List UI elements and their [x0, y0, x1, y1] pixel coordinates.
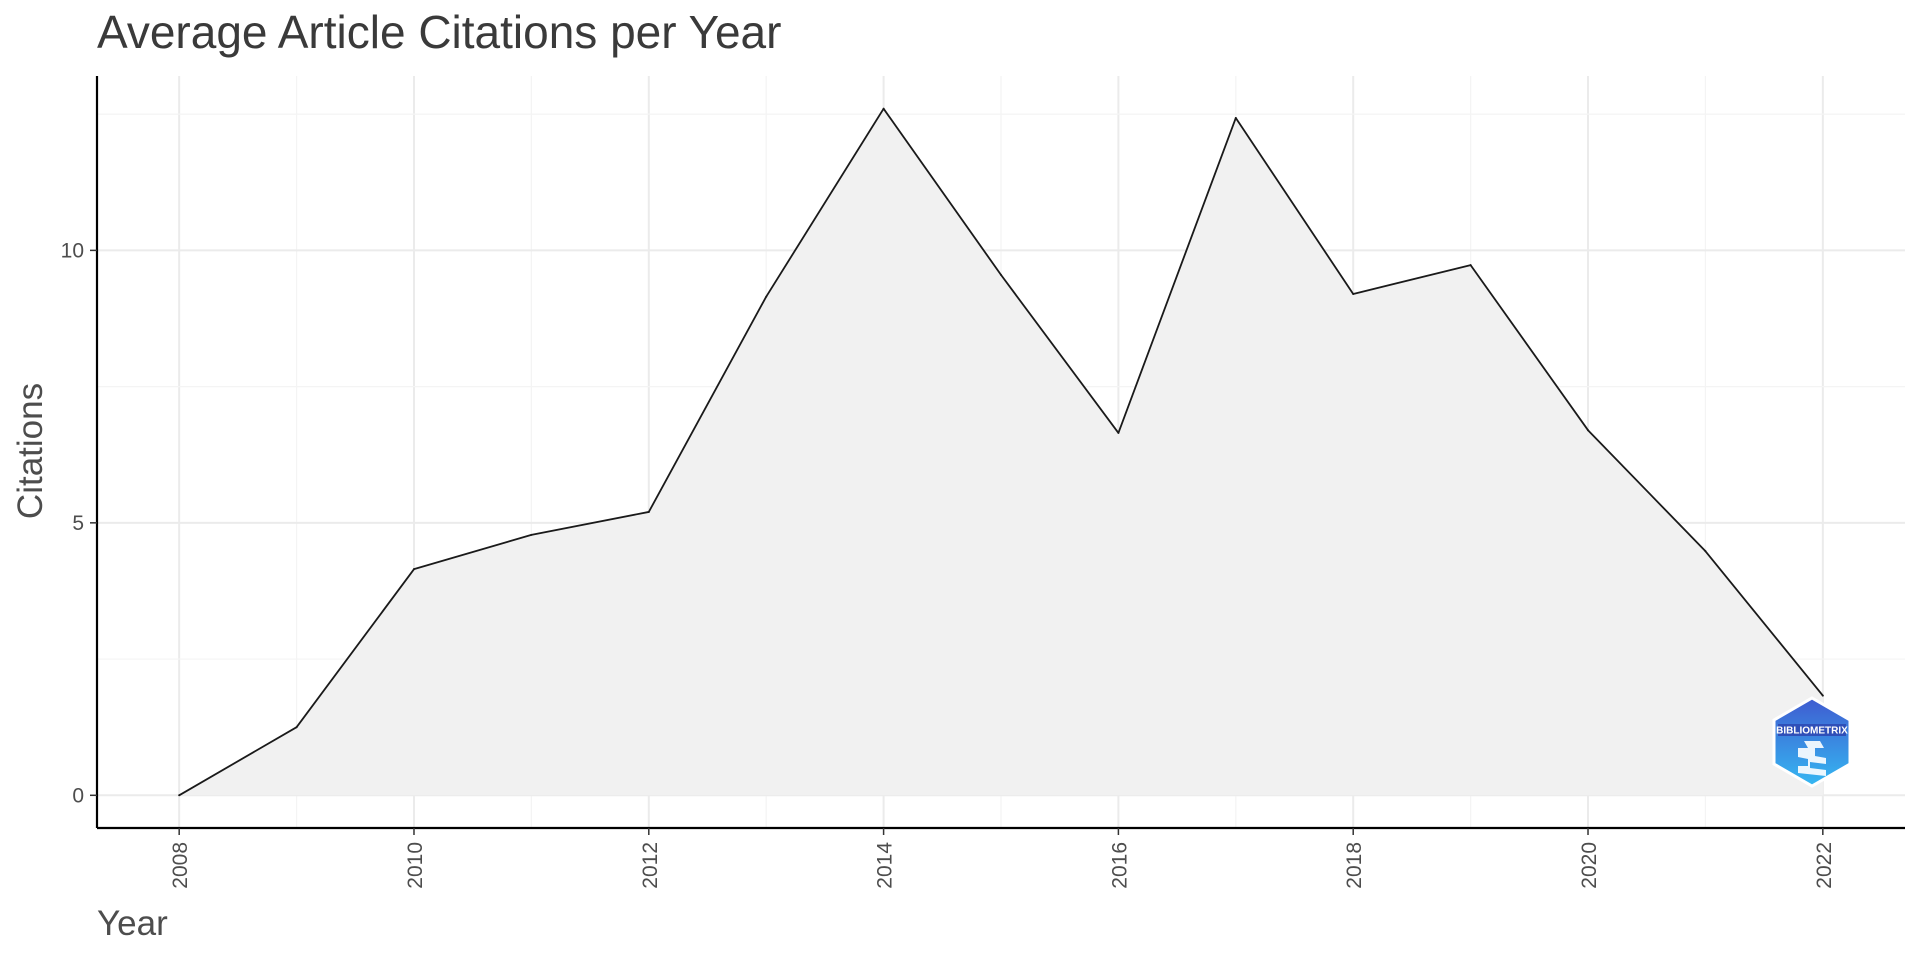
y-tick-label: 0 [72, 784, 84, 807]
data-point-2019 [1469, 264, 1472, 267]
x-axis-title: Year [97, 904, 168, 943]
data-point-2010 [412, 568, 415, 571]
logo-banner [1778, 724, 1846, 736]
x-tick-label: 2018 [1343, 842, 1366, 889]
y-axis-ticks: 0 5 10 [61, 239, 97, 807]
data-point-2011 [530, 533, 533, 536]
y-tick-label: 10 [61, 239, 84, 262]
data-point-2012 [647, 510, 650, 513]
data-point-2018 [1352, 292, 1355, 295]
x-axis-ticks: 2008 2010 2012 2014 2016 2018 2020 2022 [169, 828, 1836, 889]
logo-text: BIBLIOMETRIX [1776, 726, 1848, 737]
data-point-2015 [1000, 273, 1002, 276]
x-tick-label: 2008 [169, 842, 192, 889]
x-tick-label: 2010 [404, 842, 427, 889]
data-point-2013 [765, 295, 768, 298]
x-tick-label: 2012 [639, 842, 662, 889]
data-points [178, 107, 1824, 797]
x-tick-label: 2020 [1578, 842, 1601, 889]
data-point-2020 [1587, 429, 1590, 432]
data-point-2009 [295, 726, 298, 729]
x-tick-label: 2014 [874, 842, 897, 889]
data-point-2017 [1234, 116, 1237, 119]
x-tick-label: 2016 [1108, 842, 1131, 889]
bibliometrix-logo: BIBLIOMETRIX [1772, 696, 1852, 788]
data-point-2022 [1821, 694, 1824, 697]
logo-figure-icon [1798, 741, 1826, 776]
data-point-2016 [1117, 431, 1120, 434]
data-point-2021 [1704, 550, 1707, 553]
y-axis-title: Citations [11, 383, 50, 519]
chart-title: Average Article Citations per Year [97, 6, 781, 58]
x-tick-label: 2022 [1813, 842, 1836, 889]
data-point-2014 [882, 107, 885, 110]
y-tick-label: 5 [72, 512, 84, 535]
data-point-2008 [178, 794, 181, 797]
